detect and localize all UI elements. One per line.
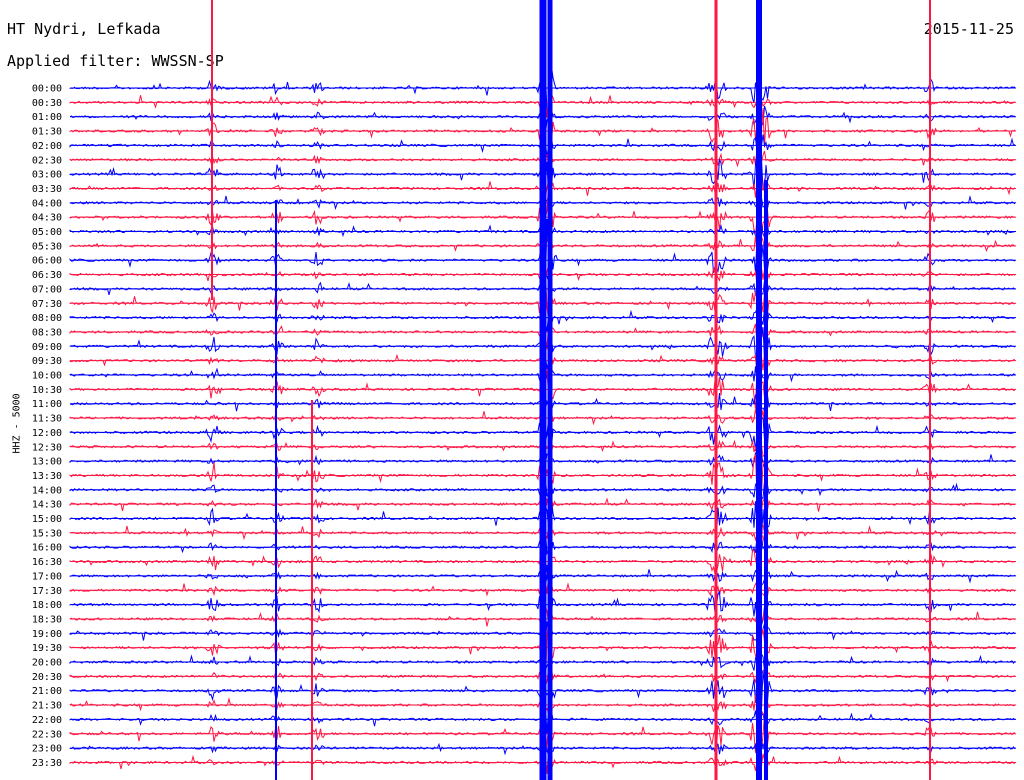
- row-label-1700: 17:00: [32, 571, 62, 582]
- row-label-1130: 11:30: [32, 414, 62, 425]
- station-title: HT Nydri, Lefkada: [7, 20, 161, 38]
- row-label-1630: 16:30: [32, 557, 62, 568]
- row-label-1530: 15:30: [32, 528, 62, 539]
- row-label-2000: 20:00: [32, 658, 62, 669]
- row-label-2300: 23:00: [32, 744, 62, 755]
- row-label-0430: 04:30: [32, 213, 62, 224]
- row-label-0500: 05:00: [32, 227, 62, 238]
- row-label-1930: 19:30: [32, 643, 62, 654]
- row-label-0930: 09:30: [32, 356, 62, 367]
- row-label-2100: 21:00: [32, 686, 62, 697]
- row-label-group: 00:00 00:30 01:00 01:30 02:00 02:30 03:00 03:30…: [32, 84, 62, 769]
- row-label-0300: 03:00: [32, 170, 62, 181]
- row-label-1430: 14:30: [32, 500, 62, 511]
- row-label-1100: 11:00: [32, 399, 62, 410]
- row-label-1400: 14:00: [32, 485, 62, 496]
- row-label-0600: 06:00: [32, 256, 62, 267]
- row-label-1900: 19:00: [32, 629, 62, 640]
- row-label-1300: 13:00: [32, 457, 62, 468]
- row-label-1500: 15:00: [32, 514, 62, 525]
- row-label-0100: 01:00: [32, 112, 62, 123]
- row-label-0730: 07:30: [32, 299, 62, 310]
- row-label-0830: 08:30: [32, 327, 62, 338]
- date-label: 2015-11-25: [923, 20, 1014, 38]
- filter-label: Applied filter: WWSSN-SP: [7, 52, 224, 70]
- row-label-2030: 20:30: [32, 672, 62, 683]
- row-label-0130: 01:30: [32, 127, 62, 138]
- row-label-0800: 08:00: [32, 313, 62, 324]
- trace-group: [69, 0, 1016, 780]
- row-label-2200: 22:00: [32, 715, 62, 726]
- row-label-0200: 02:00: [32, 141, 62, 152]
- row-label-2330: 23:30: [32, 758, 62, 769]
- row-label-1200: 12:00: [32, 428, 62, 439]
- row-label-0700: 07:00: [32, 284, 62, 295]
- row-label-2130: 21:30: [32, 701, 62, 712]
- row-label-0230: 02:30: [32, 155, 62, 166]
- row-label-0330: 03:30: [32, 184, 62, 195]
- row-label-0030: 00:30: [32, 98, 62, 109]
- row-label-1330: 13:30: [32, 471, 62, 482]
- row-label-1730: 17:30: [32, 586, 62, 597]
- row-label-1000: 10:00: [32, 371, 62, 382]
- row-label-0630: 06:30: [32, 270, 62, 281]
- row-label-2230: 22:30: [32, 729, 62, 740]
- row-label-0900: 09:00: [32, 342, 62, 353]
- row-label-1600: 16:00: [32, 543, 62, 554]
- row-label-1230: 12:30: [32, 442, 62, 453]
- row-label-0000: 00:00: [32, 84, 62, 95]
- row-label-1030: 10:30: [32, 385, 62, 396]
- row-label-1830: 18:30: [32, 614, 62, 625]
- row-label-0400: 04:00: [32, 198, 62, 209]
- row-label-1800: 18:00: [32, 600, 62, 611]
- row-label-0530: 05:30: [32, 241, 62, 252]
